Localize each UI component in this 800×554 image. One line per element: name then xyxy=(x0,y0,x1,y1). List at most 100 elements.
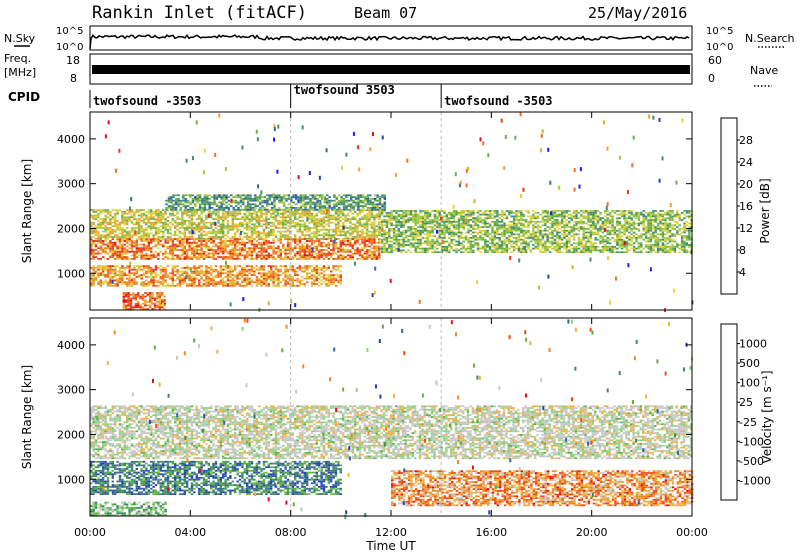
heatmap-cell xyxy=(572,211,576,214)
heatmap-cell xyxy=(541,244,545,246)
heatmap-cell xyxy=(457,237,461,239)
heatmap-cell xyxy=(481,245,485,248)
heatmap-cell xyxy=(220,201,223,204)
heatmap-cell xyxy=(647,224,650,227)
heatmap-cell xyxy=(236,211,239,213)
heatmap-cell xyxy=(661,224,665,227)
heatmap-cell xyxy=(226,252,230,255)
heatmap-cell xyxy=(298,256,302,258)
heatmap-cell xyxy=(560,220,564,223)
heatmap-cell xyxy=(436,238,439,241)
heatmap-cell xyxy=(390,211,393,214)
heatmap-cell xyxy=(159,212,162,215)
heatmap-cell xyxy=(541,247,545,250)
heatmap-cell xyxy=(176,240,179,242)
heatmap-cell xyxy=(481,229,485,232)
heatmap-cell xyxy=(217,238,220,241)
heatmap-cell xyxy=(294,203,298,206)
heatmap-cell xyxy=(327,212,330,215)
heatmap-cell xyxy=(231,238,234,241)
heatmap-cell xyxy=(284,216,287,219)
heatmap-cell xyxy=(448,233,451,236)
heatmap-cell xyxy=(265,256,268,258)
heatmap-cell xyxy=(147,241,150,244)
heatmap-cell xyxy=(344,225,347,228)
heatmap-cell xyxy=(524,242,528,245)
heatmap-cell xyxy=(178,243,182,246)
heatmap-cell xyxy=(234,258,237,260)
heatmap-cell xyxy=(606,245,609,248)
heatmap-cell xyxy=(443,222,446,225)
heatmap-cell xyxy=(224,216,227,219)
heatmap-cell xyxy=(118,258,122,260)
heatmap-cell xyxy=(462,219,465,221)
heatmap-cell xyxy=(181,247,184,250)
heatmap-cell xyxy=(320,245,323,248)
heatmap-cell xyxy=(392,231,396,234)
heatmap-cell xyxy=(524,249,528,252)
heatmap-cell xyxy=(397,219,401,221)
heatmap-cell xyxy=(375,256,378,258)
heatmap-cell xyxy=(529,251,533,254)
heatmap-cell xyxy=(548,222,552,225)
heatmap-cell xyxy=(351,238,354,241)
heatmap-cell xyxy=(176,234,179,237)
heatmap-cell xyxy=(608,213,612,216)
heatmap-cell xyxy=(332,234,335,237)
heatmap-cell xyxy=(121,250,124,253)
heatmap-cell xyxy=(656,240,660,243)
heatmap-cell xyxy=(210,240,213,242)
heatmap-cell xyxy=(436,226,439,228)
heatmap-cell xyxy=(265,241,268,244)
heatmap-cell xyxy=(102,221,105,224)
heatmap-cell xyxy=(150,212,153,215)
heatmap-cell xyxy=(395,217,398,220)
heatmap-cell xyxy=(572,249,576,252)
heatmap-cell xyxy=(243,241,246,244)
heatmap-cell xyxy=(536,240,540,243)
heatmap-cell xyxy=(320,228,323,231)
heatmap-cell xyxy=(308,216,311,219)
heatmap-cell xyxy=(469,213,473,216)
heatmap-cell xyxy=(392,249,396,252)
heatmap-cell xyxy=(421,251,425,254)
heatmap-cell xyxy=(412,237,415,239)
heatmap-cell xyxy=(320,250,323,253)
heatmap-cell xyxy=(306,254,309,257)
heatmap-cell xyxy=(505,249,509,252)
heatmap-cell xyxy=(476,219,480,221)
heatmap-cell xyxy=(616,219,619,221)
heatmap-cell xyxy=(152,245,155,248)
heatmap-cell xyxy=(503,240,506,243)
heatmap-cell xyxy=(286,240,290,242)
heatmap-cell xyxy=(647,215,650,218)
heatmap-cell xyxy=(260,238,263,241)
heatmap-cell xyxy=(448,245,451,248)
heatmap-cell xyxy=(222,247,225,250)
heatmap-cell xyxy=(255,234,258,237)
heatmap-cell xyxy=(488,217,492,220)
heatmap-cell xyxy=(527,229,530,232)
heatmap-cell xyxy=(318,256,321,258)
heatmap-cell xyxy=(556,247,559,250)
heatmap-cell xyxy=(436,251,439,254)
heatmap-cell xyxy=(467,238,470,241)
heatmap-cell xyxy=(315,247,318,250)
heatmap-cell xyxy=(274,250,278,253)
heatmap-cell xyxy=(596,210,600,212)
heatmap-cell xyxy=(428,245,432,248)
heatmap-cell xyxy=(232,196,235,198)
heatmap-cell xyxy=(339,250,342,253)
heatmap-cell xyxy=(373,221,376,224)
heatmap-cell xyxy=(349,220,352,222)
heatmap-cell xyxy=(332,236,335,238)
heatmap-cell xyxy=(244,196,247,198)
heatmap-cell xyxy=(481,211,485,214)
heatmap-cell xyxy=(313,258,316,260)
heatmap-cell xyxy=(275,196,279,198)
heatmap-cell xyxy=(587,224,590,227)
heatmap-cell xyxy=(133,240,136,242)
heatmap-cell xyxy=(370,234,374,237)
heatmap-cell xyxy=(392,228,396,230)
heatmap-cell xyxy=(210,238,213,241)
